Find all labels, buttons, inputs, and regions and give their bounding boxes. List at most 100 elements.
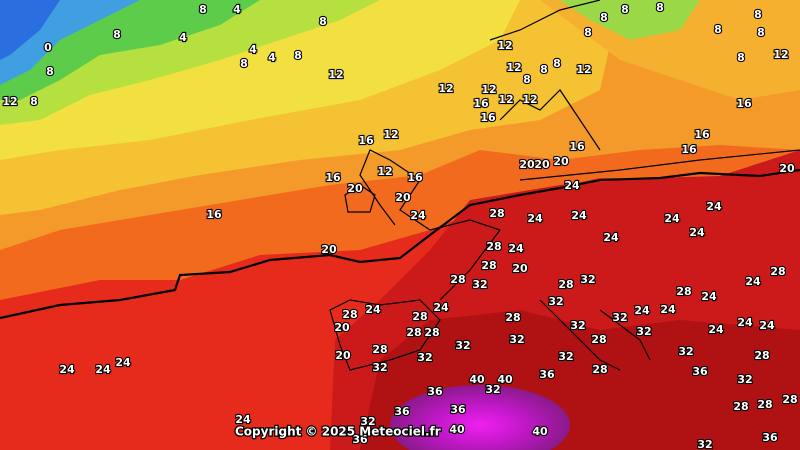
temperature-label: 32 xyxy=(548,295,563,308)
temperature-label: 28 xyxy=(676,285,691,298)
temperature-label: 4 xyxy=(233,3,241,16)
temperature-label: 36 xyxy=(394,405,410,418)
temperature-label: 24 xyxy=(689,226,705,239)
temperature-label: 12 xyxy=(328,68,343,81)
temperature-label: 8 xyxy=(46,65,54,78)
temperature-label: 28 xyxy=(489,207,504,220)
temperature-label: 40 xyxy=(449,423,465,436)
temperature-label: 8 xyxy=(600,11,608,24)
temperature-label: 36 xyxy=(692,365,708,378)
temperature-label: 28 xyxy=(754,349,769,362)
temperature-label: 20 xyxy=(779,162,795,175)
copyright: Copyright © 2025 Meteociel.fr xyxy=(235,425,441,439)
temperature-label: 20 xyxy=(553,155,569,168)
temperature-label: 12 xyxy=(2,95,17,108)
temperature-label: 8 xyxy=(584,26,592,39)
temperature-label: 28 xyxy=(481,259,496,272)
temperature-label: 8 xyxy=(199,3,207,16)
temperature-label: 8 xyxy=(523,73,531,86)
temperature-label: 20 xyxy=(347,182,363,195)
temperature-label: 36 xyxy=(427,385,443,398)
temperature-label: 16 xyxy=(473,97,489,110)
temperature-label: 32 xyxy=(417,351,432,364)
temperature-label: 28 xyxy=(558,278,573,291)
temperature-label: 32 xyxy=(509,333,524,346)
temperature-label: 20 xyxy=(335,349,351,362)
coastline-west xyxy=(359,149,501,301)
temperature-label: 28 xyxy=(733,400,748,413)
temperature-label: 24 xyxy=(634,304,650,317)
temperature-label: 28 xyxy=(424,326,439,339)
temperature-label: 20 xyxy=(534,158,550,171)
temperature-label: 28 xyxy=(757,398,772,411)
temperature-label: 20 xyxy=(519,158,535,171)
temperature-label: 16 xyxy=(681,143,697,156)
temperature-label: 4 xyxy=(268,51,276,64)
temperature-label: 24 xyxy=(59,363,75,376)
zone-scandinavia-green xyxy=(560,0,700,40)
temperature-label: 12 xyxy=(377,165,392,178)
temperature-label: 28 xyxy=(486,240,501,253)
temperature-label: 28 xyxy=(591,333,606,346)
temperature-label: 28 xyxy=(592,363,607,376)
temperature-label: 12 xyxy=(498,93,513,106)
temperature-label: 24 xyxy=(759,319,775,332)
temperature-label: 32 xyxy=(472,278,487,291)
temperature-label: 36 xyxy=(352,433,368,446)
temperature-label: 4 xyxy=(249,43,257,56)
temperature-label: 28 xyxy=(342,308,357,321)
temperature-label: 12 xyxy=(773,48,788,61)
temperature-label: 24 xyxy=(745,275,761,288)
temperature-label: 24 xyxy=(664,212,680,225)
temperature-label: 32 xyxy=(678,345,693,358)
zone-purple xyxy=(390,385,570,450)
temperature-label: 32 xyxy=(570,319,585,332)
temperature-label: 24 xyxy=(95,363,111,376)
coastline-north xyxy=(489,0,601,151)
temperature-label: 8 xyxy=(240,57,248,70)
temperature-label: 8 xyxy=(754,8,762,21)
temperature-label: 20 xyxy=(512,262,528,275)
temperature-label: 36 xyxy=(539,368,555,381)
temperature-label: 24 xyxy=(365,303,381,316)
temperature-label: 8 xyxy=(113,28,121,41)
temperature-label: 28 xyxy=(450,273,465,286)
isotherm-20 xyxy=(0,168,800,320)
temperature-label: 28 xyxy=(412,310,427,323)
temperature-label: 16 xyxy=(736,97,752,110)
temperature-label: 24 xyxy=(235,413,251,426)
temperature-label: 8 xyxy=(553,57,561,70)
temperature-label: 32 xyxy=(455,339,470,352)
temperature-label: 24 xyxy=(564,179,580,192)
temperature-label: 0 xyxy=(44,41,52,54)
temperature-label: 32 xyxy=(372,361,387,374)
temperature-label: 12 xyxy=(383,128,398,141)
temperature-label: 24 xyxy=(571,209,587,222)
temperature-label: 8 xyxy=(30,95,38,108)
temperature-label: 28 xyxy=(372,343,387,356)
temperature-label: 24 xyxy=(706,200,722,213)
temperature-label: 24 xyxy=(508,242,524,255)
temperature-label: 24 xyxy=(115,356,131,369)
temperature-label: 28 xyxy=(782,393,797,406)
temperature-label: 24 xyxy=(708,323,724,336)
temperature-label: 28 xyxy=(770,265,785,278)
temperature-label: 16 xyxy=(206,208,222,221)
temperature-label: 24 xyxy=(527,212,543,225)
temperature-label: 24 xyxy=(433,301,449,314)
temperature-label: 12 xyxy=(506,61,521,74)
coastline-ireland xyxy=(344,184,376,213)
temperature-label: 24 xyxy=(737,316,753,329)
temperature-label: 8 xyxy=(737,51,745,64)
temperature-label: 24 xyxy=(603,231,619,244)
temperature-label: 40 xyxy=(532,425,548,438)
temperature-label: 20 xyxy=(334,321,350,334)
coastline-east xyxy=(519,149,800,371)
temperature-label: 16 xyxy=(325,171,341,184)
temperature-label: 12 xyxy=(522,93,537,106)
temperature-label: 8 xyxy=(294,49,302,62)
temperature-label: 4 xyxy=(179,31,187,44)
temperature-label: 24 xyxy=(660,303,676,316)
temperature-label: 32 xyxy=(636,325,651,338)
temperature-label: 16 xyxy=(407,171,423,184)
